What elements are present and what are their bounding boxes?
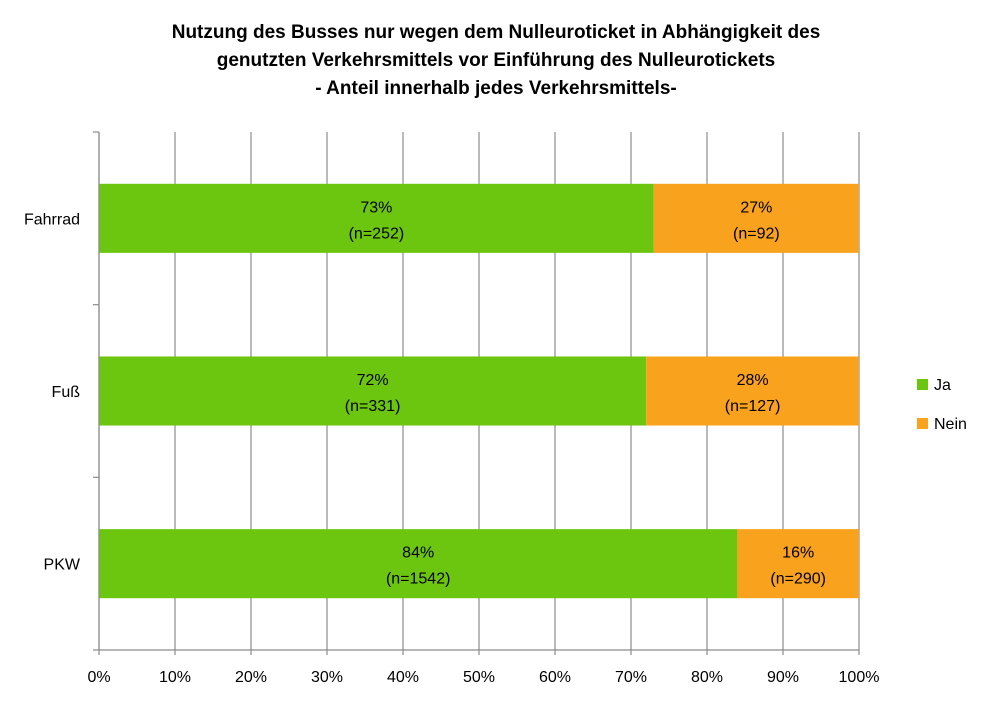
bar-nein — [646, 356, 859, 426]
bar-ja — [99, 529, 738, 599]
category-label: PKW — [44, 557, 81, 574]
data-label-count: (n=1542) — [386, 571, 451, 588]
legend-label-ja: Ja — [934, 377, 951, 394]
data-label-percent: 27% — [740, 199, 772, 216]
bar-nein — [737, 529, 859, 599]
axes: 0% 10% 20% 30% 40% 50% 60% 70% 80% 90% 100% — [87, 131, 880, 686]
legend-swatch-nein — [917, 418, 928, 429]
x-tick-label: 10% — [159, 669, 191, 686]
chart-title-line: genutzten Verkehrsmittels vor Einführung… — [217, 50, 776, 71]
chart-title-line: Nutzung des Busses nur wegen dem Nulleur… — [172, 22, 821, 43]
x-tick-label: 80% — [691, 669, 723, 686]
bar-nein — [653, 183, 859, 253]
chart-title-line: - Anteil innerhalb jedes Verkehrsmittels… — [315, 78, 676, 99]
bar-ja — [99, 356, 647, 426]
x-tick-label: 30% — [311, 669, 343, 686]
data-label-percent: 84% — [402, 545, 434, 562]
x-tick-label: 50% — [463, 669, 495, 686]
data-label-percent: 72% — [357, 372, 389, 389]
legend-label-nein: Nein — [934, 416, 967, 433]
bars: 73% (n=252) 27% (n=92) Fahrrad 72% (n=331) 28% (… — [24, 183, 859, 599]
legend: Ja Nein — [917, 377, 967, 433]
data-label-count: (n=290) — [770, 571, 826, 588]
data-label-count: (n=92) — [733, 225, 780, 242]
data-label-count: (n=127) — [725, 398, 781, 415]
x-tick-label: 90% — [767, 669, 799, 686]
data-label-percent: 73% — [360, 199, 392, 216]
x-tick-label: 0% — [87, 669, 110, 686]
data-label-percent: 28% — [737, 372, 769, 389]
data-label-percent: 16% — [782, 545, 814, 562]
x-tick-label: 60% — [539, 669, 571, 686]
x-tick-label: 20% — [235, 669, 267, 686]
chart-title: Nutzung des Busses nur wegen dem Nulleur… — [172, 22, 821, 99]
data-label-count: (n=252) — [349, 225, 405, 242]
x-tick-label: 40% — [387, 669, 419, 686]
category-label: Fahrrad — [24, 211, 80, 228]
legend-swatch-ja — [917, 379, 928, 390]
x-tick-label: 100% — [839, 669, 880, 686]
category-label: Fuß — [52, 384, 81, 401]
data-label-count: (n=331) — [345, 398, 401, 415]
x-tick-label: 70% — [615, 669, 647, 686]
bar-ja — [99, 183, 654, 253]
